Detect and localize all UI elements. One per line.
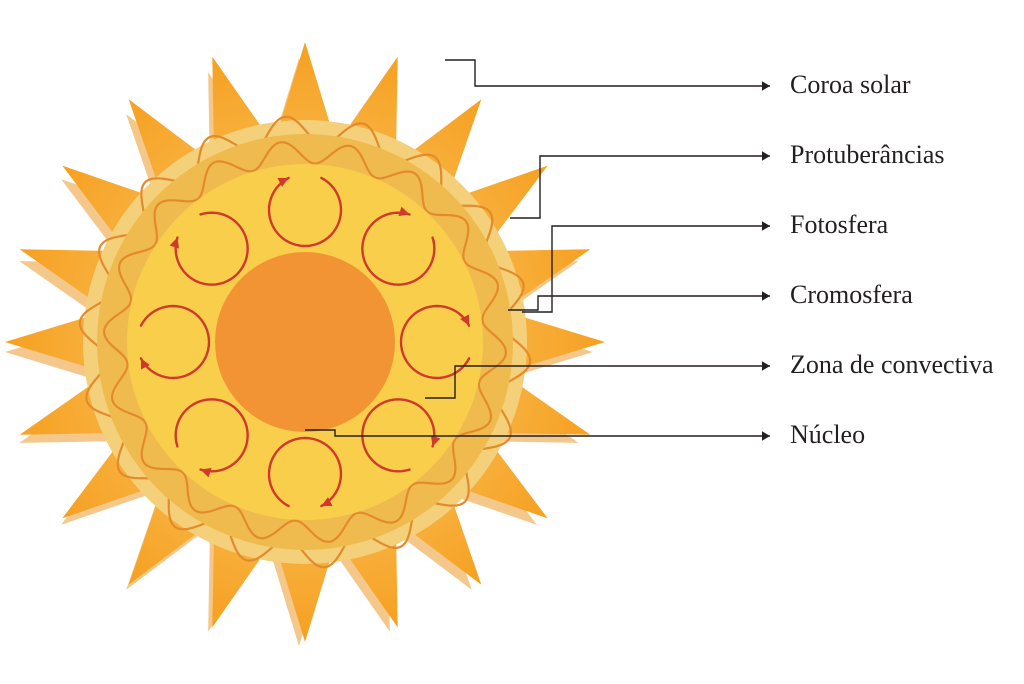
label-nucleo: Núcleo: [790, 420, 865, 450]
leader-arrowhead-protuber: [762, 151, 770, 161]
leader-arrowhead-cromosfera: [762, 291, 770, 301]
leader-arrowhead-convectiva: [762, 361, 770, 371]
label-cromosfera: Cromosfera: [790, 280, 913, 310]
leader-protuber: [510, 156, 770, 218]
leader-coroa: [445, 60, 770, 86]
leader-arrowhead-coroa: [762, 81, 770, 91]
label-protuber: Protuberâncias: [790, 140, 945, 170]
sun-svg: [0, 0, 1024, 684]
label-convectiva: Zona de convectiva: [790, 350, 994, 380]
label-coroa: Coroa solar: [790, 70, 911, 100]
leader-arrowhead-nucleo: [762, 431, 770, 441]
leader-cromosfera: [508, 296, 770, 310]
sun-diagram: Coroa solar Protuberâncias Fotosfera Cromos…: [0, 0, 1024, 684]
label-fotosfera: Fotosfera: [790, 210, 888, 240]
leader-arrowhead-fotosfera: [762, 221, 770, 231]
core: [215, 252, 395, 432]
